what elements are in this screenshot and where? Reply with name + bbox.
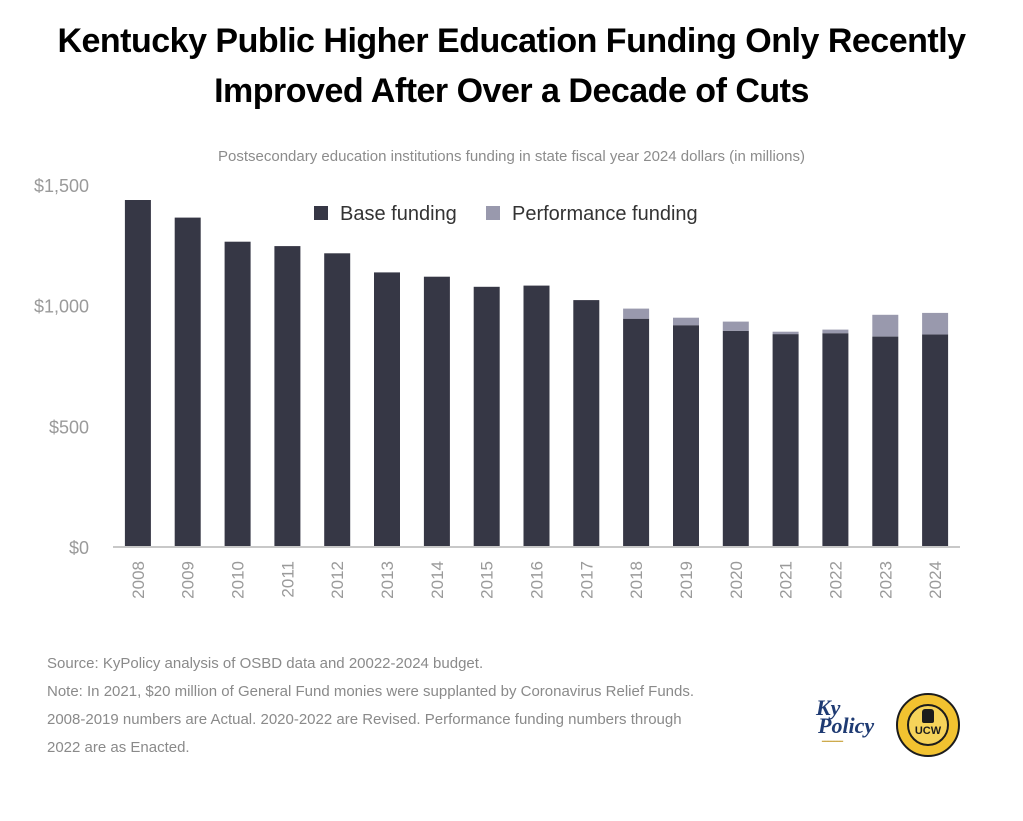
y-tick-label: $1,500 (34, 176, 89, 196)
bar-performance-funding (623, 308, 650, 319)
bar-base-funding (623, 318, 650, 547)
bar-base-funding (274, 246, 301, 547)
x-tick-label: 2012 (328, 561, 347, 599)
x-tick-label: 2013 (378, 561, 397, 599)
x-tick-label: 2022 (826, 561, 845, 599)
source-note: Source: KyPolicy analysis of OSBD data a… (47, 655, 484, 672)
x-tick-label: 2011 (278, 561, 297, 598)
bar-performance-funding (722, 321, 749, 331)
x-tick-label: 2009 (179, 561, 198, 599)
bar-base-funding (473, 286, 500, 547)
logos: Ky Policy ━━━━━━━ UCW (816, 693, 966, 763)
legend-swatch-base (314, 206, 328, 220)
y-tick-label: $1,000 (34, 297, 89, 317)
bar-base-funding (174, 217, 201, 547)
bar-base-funding (224, 241, 251, 547)
x-tick-label: 2008 (129, 561, 148, 599)
bar-base-funding (573, 300, 600, 547)
legend-label-performance: Performance funding (512, 203, 698, 225)
x-tick-label: 2010 (229, 561, 248, 599)
x-tick-label: 2014 (428, 561, 447, 599)
bar-performance-funding (822, 329, 849, 334)
x-tick-label: 2020 (727, 561, 746, 599)
x-tick-label: 2021 (777, 561, 796, 599)
title-line-2: Improved After Over a Decade of Cuts (214, 72, 809, 110)
bar-base-funding (523, 285, 550, 547)
bar-base-funding (673, 325, 699, 547)
bar-base-funding (374, 272, 400, 547)
bar-performance-funding (922, 312, 949, 335)
bar-chart: $0 $500 $1,000 $1,500 2008 2009 2010 2011 2012 20… (34, 176, 960, 599)
chart-subtitle: Postsecondary education institutions fun… (218, 148, 805, 165)
fist-icon (922, 709, 934, 723)
x-tick-label: 2015 (478, 561, 497, 599)
x-tick-label: 2016 (528, 561, 547, 599)
kypolicy-logo-line1: Ky (816, 695, 841, 720)
note-line-3: 2022 are as Enacted. (47, 739, 190, 756)
title-line-1: Kentucky Public Higher Education Funding… (57, 22, 966, 60)
note-line-1: Note: In 2021, $20 million of General Fu… (47, 683, 695, 700)
bar-base-funding (722, 330, 749, 547)
ucw-seal-logo: UCW (896, 693, 960, 757)
x-tick-label: 2023 (876, 561, 895, 599)
bar-base-funding (822, 333, 849, 547)
bar-base-funding (922, 334, 949, 547)
bar-base-funding (324, 253, 351, 548)
bar-base-funding (423, 276, 450, 547)
legend-label-base: Base funding (340, 203, 457, 225)
bar-base-funding (872, 336, 899, 547)
x-tick-label: 2018 (627, 561, 646, 599)
bar-performance-funding (772, 331, 799, 335)
bar-base-funding (124, 200, 151, 547)
bar-base-funding (772, 334, 799, 547)
y-tick-label: $0 (69, 538, 89, 558)
kypolicy-logo: Ky Policy ━━━━━━━ (816, 695, 894, 746)
y-tick-label: $500 (49, 417, 89, 437)
bar-performance-funding (673, 317, 699, 326)
x-tick-label: 2017 (577, 561, 596, 599)
chart-title: Kentucky Public Higher Education Funding… (0, 16, 1023, 116)
bar-performance-funding (872, 314, 899, 337)
kypolicy-tagline-mark: ━━━━━━━ (822, 739, 844, 745)
ucw-seal-text: UCW (914, 725, 942, 737)
footnotes: Source: KyPolicy analysis of OSBD data a… (47, 650, 807, 762)
x-tick-label: 2019 (677, 561, 696, 599)
note-line-2: 2008-2019 numbers are Actual. 2020-2022 … (47, 711, 682, 728)
kypolicy-logo-line2: Policy (818, 713, 875, 738)
x-tick-label: 2024 (926, 561, 945, 599)
legend-swatch-performance (486, 206, 500, 220)
